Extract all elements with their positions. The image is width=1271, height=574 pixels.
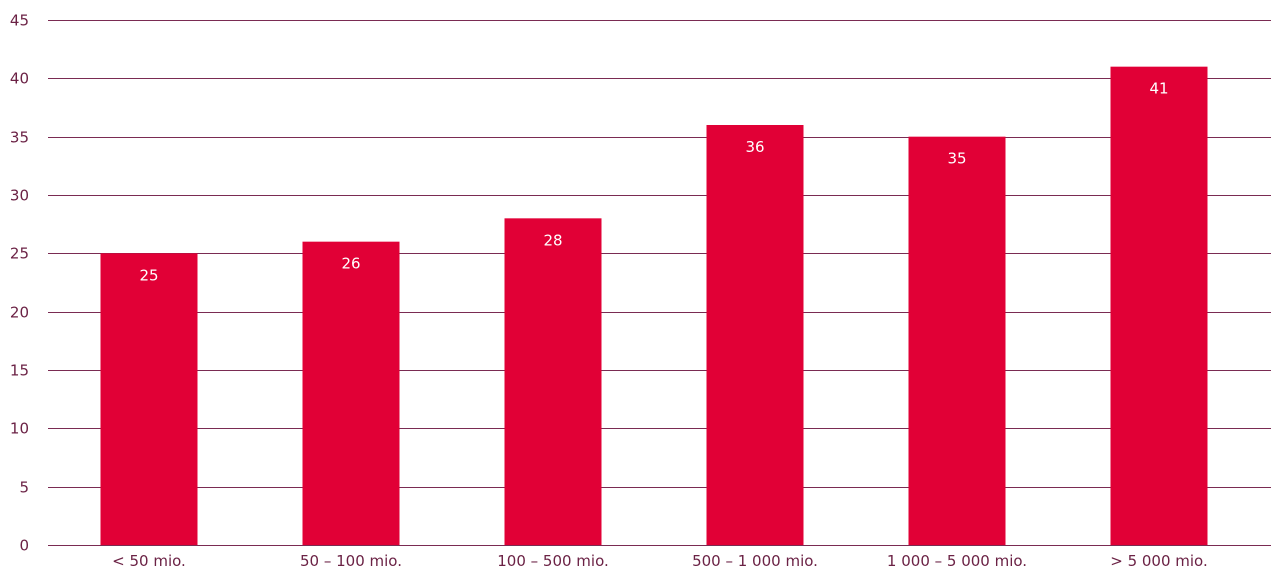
data-label: 35 bbox=[947, 150, 966, 168]
x-category-label: > 5 000 mio. bbox=[1110, 552, 1208, 570]
y-tick-label: 35 bbox=[10, 129, 29, 147]
data-label: 36 bbox=[745, 138, 764, 156]
grid-lines bbox=[48, 20, 1271, 546]
data-label: 28 bbox=[543, 231, 562, 249]
x-category-label: 1 000 – 5 000 mio. bbox=[887, 552, 1027, 570]
x-category-label: < 50 mio. bbox=[112, 552, 186, 570]
data-label: 41 bbox=[1149, 80, 1168, 98]
y-tick-label: 20 bbox=[10, 304, 29, 322]
y-tick-label: 15 bbox=[10, 362, 29, 380]
bars: 25 26 28 36 35 41 bbox=[100, 66, 1208, 546]
bar bbox=[1110, 66, 1208, 546]
data-label: 26 bbox=[341, 255, 360, 273]
x-category-label: 100 – 500 mio. bbox=[497, 552, 609, 570]
y-tick-label: 25 bbox=[10, 245, 29, 263]
x-category-label: 500 – 1 000 mio. bbox=[692, 552, 818, 570]
y-tick-label: 45 bbox=[10, 12, 29, 30]
y-tick-label: 30 bbox=[10, 187, 29, 205]
x-category-label: 50 – 100 mio. bbox=[300, 552, 402, 570]
y-tick-label: 40 bbox=[10, 70, 29, 88]
bar bbox=[302, 241, 400, 545]
y-tick-label: 0 bbox=[19, 537, 29, 555]
bar bbox=[706, 125, 804, 545]
bar bbox=[908, 136, 1006, 545]
bar bbox=[100, 253, 198, 546]
bar bbox=[504, 218, 602, 546]
y-axis-tick-labels: 0 5 10 15 20 25 30 35 40 45 bbox=[10, 12, 29, 555]
y-tick-label: 5 bbox=[19, 479, 29, 497]
y-tick-label: 10 bbox=[10, 420, 29, 438]
x-axis-category-labels: < 50 mio. 50 – 100 mio. 100 – 500 mio. 500 … bbox=[112, 552, 1208, 570]
data-label: 25 bbox=[139, 266, 158, 284]
